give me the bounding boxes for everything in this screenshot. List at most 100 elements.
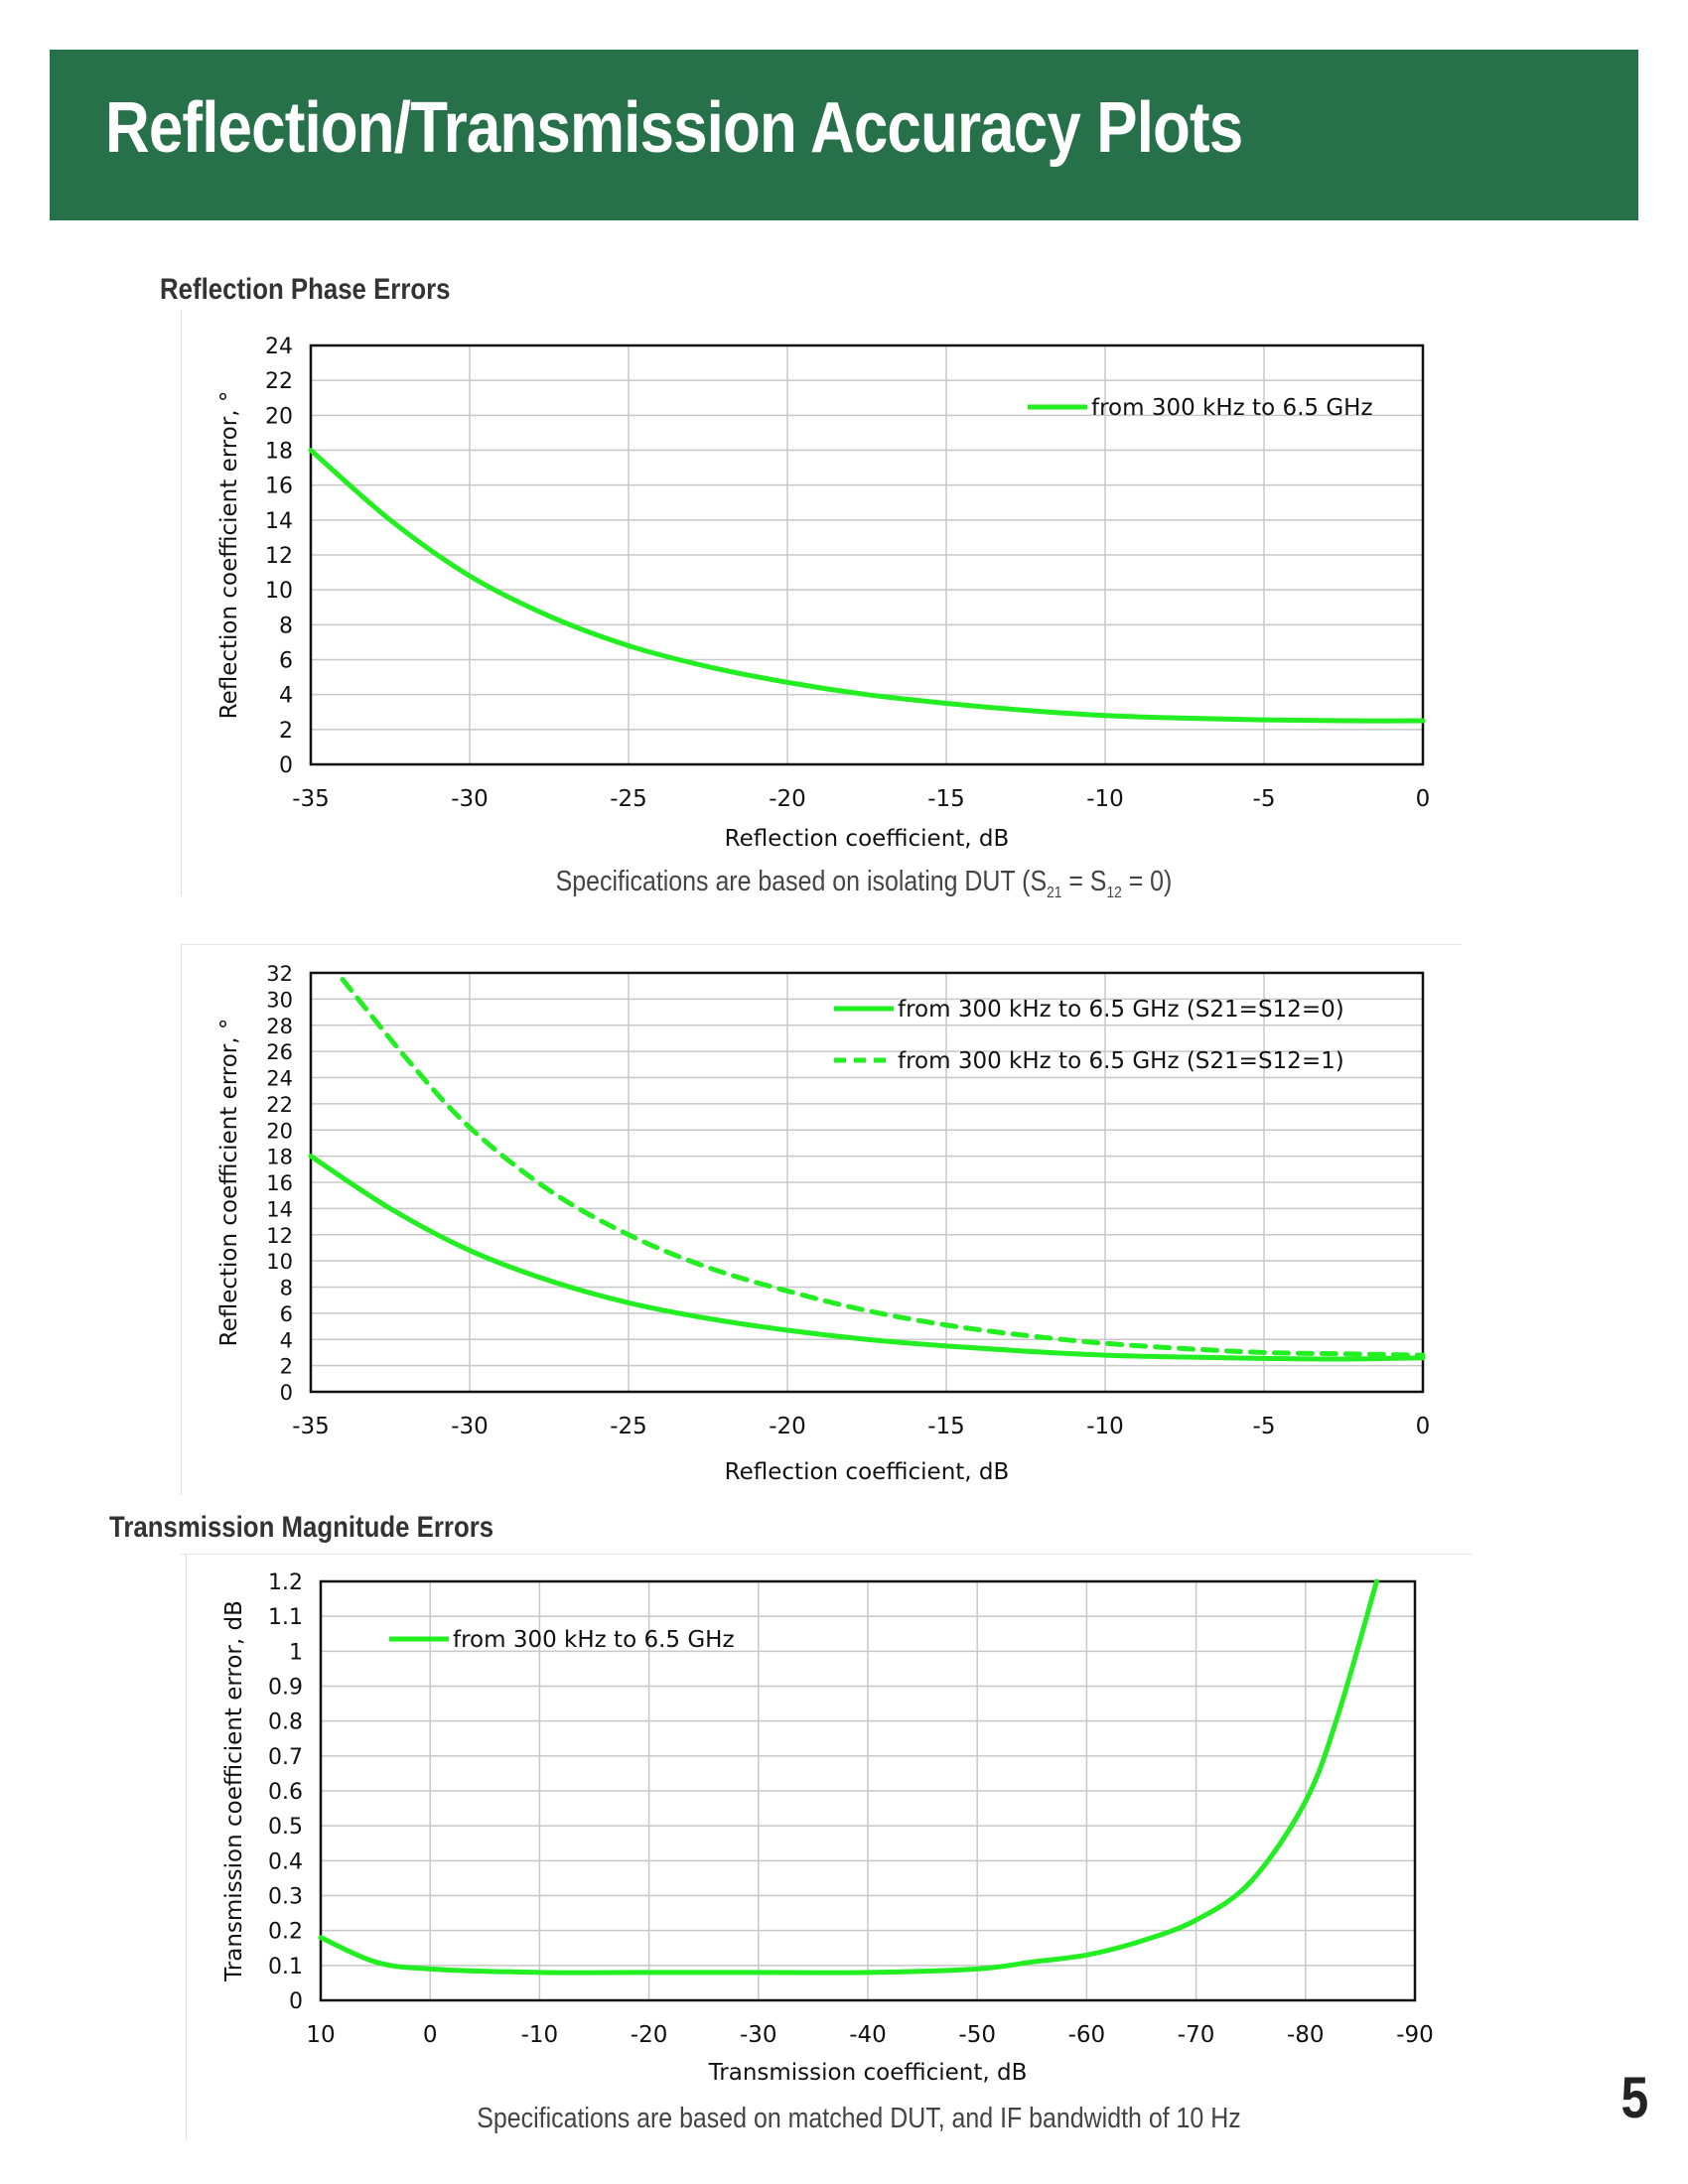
y-tick-label: 2 bbox=[280, 1355, 293, 1379]
y-tick-label: 22 bbox=[266, 1093, 293, 1117]
y-tick-label: 30 bbox=[266, 988, 293, 1012]
y-tick-label: 24 bbox=[265, 335, 293, 359]
plot-area bbox=[309, 343, 1425, 766]
y-axis-label: Transmission coefficient error, dB bbox=[221, 1600, 247, 1982]
x-tick-label: -70 bbox=[1178, 2022, 1215, 2048]
legend-entry: from 300 kHz to 6.5 GHz (S21=S12=0) bbox=[898, 997, 1344, 1023]
x-tick-label: 0 bbox=[1416, 1414, 1431, 1439]
legend-entry: from 300 kHz to 6.5 GHz bbox=[453, 1627, 735, 1653]
x-tick-label: 0 bbox=[1416, 786, 1431, 812]
plot-area bbox=[309, 971, 1425, 1394]
x-tick-label: -80 bbox=[1287, 2022, 1325, 2048]
section-title-reflection: Reflection Phase Errors bbox=[160, 273, 451, 306]
x-tick-label: -5 bbox=[1253, 786, 1276, 812]
y-tick-label: 1 bbox=[289, 1640, 303, 1665]
series-line bbox=[308, 1154, 1426, 1362]
x-tick-label: -35 bbox=[292, 1414, 330, 1439]
frame-divider bbox=[181, 944, 182, 1495]
frame-divider bbox=[181, 310, 182, 895]
y-tick-label: 1.1 bbox=[268, 1605, 303, 1630]
y-tick-label: 10 bbox=[265, 579, 293, 604]
note-isolating-dut: Specifications are based on isolating DU… bbox=[505, 866, 1222, 902]
x-axis-label: Reflection coefficient, dB bbox=[725, 826, 1010, 852]
x-tick-label: -35 bbox=[292, 786, 330, 812]
frame-divider bbox=[181, 944, 1462, 945]
y-tick-label: 0.3 bbox=[268, 1885, 303, 1910]
x-tick-label: -10 bbox=[521, 2022, 559, 2048]
legend-entry: from 300 kHz to 6.5 GHz (S21=S12=1) bbox=[898, 1048, 1344, 1074]
x-tick-label: -30 bbox=[451, 786, 489, 812]
y-tick-label: 14 bbox=[265, 509, 293, 534]
plot-area bbox=[319, 1579, 1417, 2002]
y-tick-label: 32 bbox=[266, 962, 293, 986]
y-tick-label: 26 bbox=[266, 1040, 293, 1064]
note-text: Specifications are based on isolating DU… bbox=[555, 866, 1048, 897]
x-tick-label: -40 bbox=[849, 2022, 887, 2048]
y-tick-label: 12 bbox=[265, 544, 293, 569]
x-axis-label: Transmission coefficient, dB bbox=[708, 2060, 1028, 2086]
y-tick-label: 0 bbox=[280, 1381, 293, 1405]
y-axis-label: Reflection coefficient error, ° bbox=[216, 391, 242, 720]
y-tick-label: 28 bbox=[266, 1015, 293, 1038]
x-axis-label: Reflection coefficient, dB bbox=[725, 1459, 1010, 1485]
y-tick-label: 4 bbox=[280, 1328, 293, 1352]
y-tick-label: 8 bbox=[279, 614, 293, 638]
x-tick-label: -20 bbox=[631, 2022, 668, 2048]
y-tick-label: 18 bbox=[266, 1146, 293, 1169]
y-tick-label: 0.8 bbox=[268, 1710, 303, 1735]
x-tick-label: -90 bbox=[1396, 2022, 1434, 2048]
y-tick-label: 6 bbox=[280, 1302, 293, 1326]
transmission-magnitude-chart: 00.10.20.30.40.50.60.70.80.911.11.210 0 -1… bbox=[221, 1570, 1434, 2086]
note-text: = 0) bbox=[1121, 866, 1173, 897]
x-tick-label: -5 bbox=[1253, 1414, 1276, 1439]
x-tick-label: -25 bbox=[610, 1414, 647, 1439]
note-text: = S bbox=[1061, 866, 1107, 897]
section-title-transmission: Transmission Magnitude Errors bbox=[109, 1511, 494, 1544]
y-tick-label: 1.2 bbox=[268, 1570, 303, 1595]
x-tick-label: -20 bbox=[769, 786, 806, 812]
y-tick-label: 20 bbox=[265, 404, 293, 429]
x-tick-label: -20 bbox=[769, 1414, 806, 1439]
y-tick-label: 6 bbox=[279, 649, 293, 674]
y-tick-label: 0 bbox=[289, 1989, 303, 2014]
y-tick-label: 16 bbox=[265, 475, 293, 499]
frame-divider bbox=[186, 1554, 187, 2139]
x-tick-label: -10 bbox=[1086, 1414, 1124, 1439]
page-title: Reflection/Transmission Accuracy Plots bbox=[105, 88, 1243, 168]
series-line bbox=[340, 977, 1426, 1358]
x-tick-label: -60 bbox=[1068, 2022, 1106, 2048]
frame-divider bbox=[181, 1554, 1472, 1555]
series-line bbox=[308, 448, 1426, 724]
x-tick-label: -30 bbox=[740, 2022, 777, 2048]
y-tick-label: 2 bbox=[279, 719, 293, 744]
y-tick-label: 14 bbox=[266, 1197, 293, 1221]
note-sub: 21 bbox=[1047, 884, 1062, 901]
y-tick-label: 0.5 bbox=[268, 1815, 303, 1840]
y-tick-label: 0.7 bbox=[268, 1745, 303, 1770]
legend-entry: from 300 kHz to 6.5 GHz bbox=[1091, 395, 1373, 421]
note-matched-dut: Specifications are based on matched DUT,… bbox=[477, 2103, 1241, 2134]
x-tick-label: -10 bbox=[1086, 786, 1124, 812]
y-axis-label: Reflection coefficient error, ° bbox=[216, 1019, 242, 1347]
y-tick-label: 22 bbox=[265, 369, 293, 394]
note-sub: 12 bbox=[1106, 884, 1122, 901]
x-tick-label: -25 bbox=[610, 786, 647, 812]
page-number: 5 bbox=[1620, 2066, 1648, 2130]
y-tick-label: 4 bbox=[279, 684, 293, 709]
y-tick-label: 24 bbox=[266, 1067, 293, 1091]
y-tick-label: 18 bbox=[265, 440, 293, 465]
y-tick-label: 0.1 bbox=[268, 1955, 303, 1979]
series-line bbox=[318, 1578, 1379, 1976]
y-tick-label: 12 bbox=[266, 1224, 293, 1248]
y-tick-label: 0.4 bbox=[268, 1849, 303, 1874]
y-tick-label: 0 bbox=[279, 753, 293, 778]
x-tick-label: -15 bbox=[927, 786, 965, 812]
x-tick-label: -30 bbox=[451, 1414, 489, 1439]
y-tick-label: 0.6 bbox=[268, 1780, 303, 1805]
y-tick-label: 8 bbox=[280, 1277, 293, 1300]
y-tick-label: 0.9 bbox=[268, 1676, 303, 1701]
x-tick-label: 10 bbox=[306, 2022, 335, 2048]
y-tick-label: 10 bbox=[266, 1250, 293, 1274]
